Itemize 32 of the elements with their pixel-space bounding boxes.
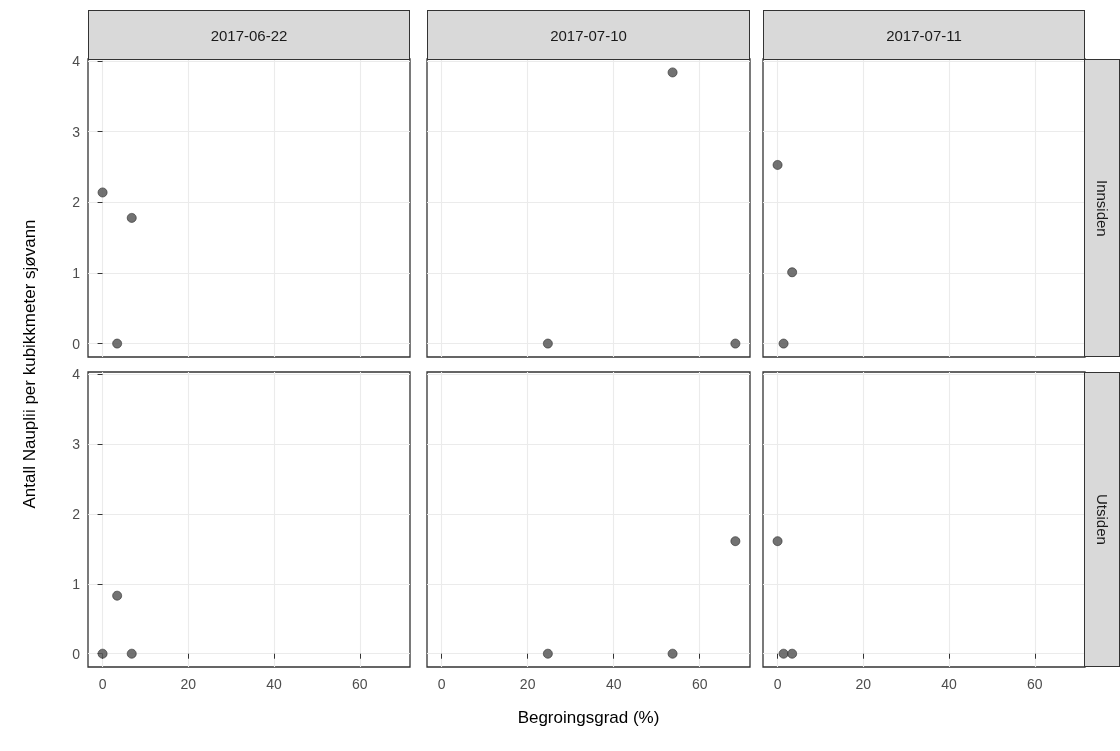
y-tick-label: 0 — [72, 335, 81, 352]
x-axis-title: Begroingsgrad (%) — [517, 708, 660, 727]
y-tick-label: 2 — [72, 505, 81, 522]
y-tick-label: 4 — [72, 53, 81, 70]
y-tick-label: 3 — [72, 436, 81, 452]
y-tick-label: 0 — [72, 645, 81, 662]
y-tick-label: 1 — [72, 575, 81, 592]
facet-label: 2017-07-10 — [427, 10, 750, 60]
x-tick-label: 40 — [266, 676, 283, 692]
y-tick-label: 1 — [72, 264, 81, 281]
x-tick-label: 60 — [1027, 676, 1043, 692]
facet-label: Utsiden — [1084, 372, 1120, 667]
point — [97, 187, 108, 198]
x-tick-label: 0 — [437, 676, 446, 692]
facet-label: Innsiden — [1084, 59, 1120, 357]
x-tick-label: 40 — [605, 676, 622, 692]
y-tick-label: 3 — [72, 123, 81, 140]
x-tick-label: 20 — [519, 676, 536, 692]
point — [112, 338, 123, 349]
x-tick-label: 0 — [98, 676, 107, 692]
x-tick-label: 20 — [180, 676, 197, 692]
x-tick-label: 0 — [773, 676, 782, 692]
facet-label: 2017-07-11 — [763, 10, 1085, 60]
x-tick-label: 20 — [855, 676, 872, 692]
y-axis-title: Antall Nauplii per kubikkmeter sjøvann — [20, 219, 40, 509]
point — [126, 212, 137, 223]
facet-label: 2017-06-22 — [88, 10, 410, 60]
x-tick-label: 60 — [352, 676, 368, 692]
x-tick-label: 60 — [691, 676, 708, 692]
x-tick-label: 40 — [941, 676, 958, 692]
y-tick-label: 2 — [72, 194, 81, 211]
y-tick-label: 4 — [72, 366, 81, 383]
